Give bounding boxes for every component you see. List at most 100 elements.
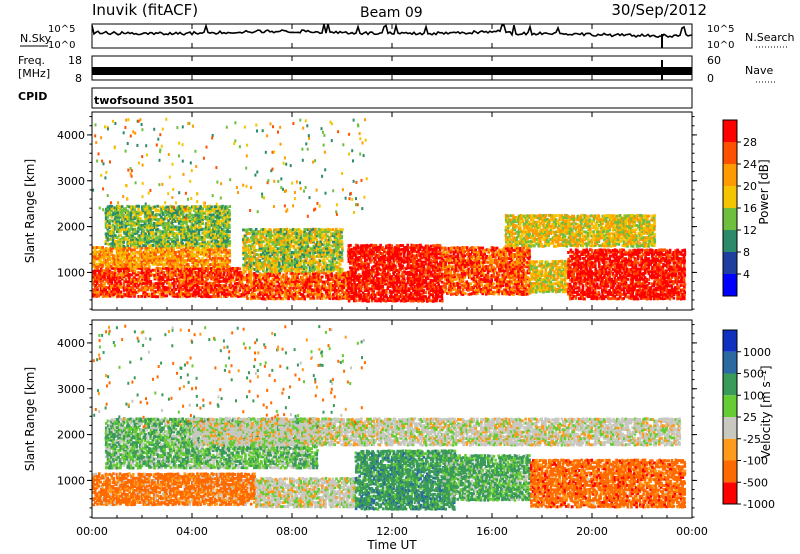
cpid-value: twofsound 3501 xyxy=(94,94,194,107)
power-cell xyxy=(119,234,122,237)
power-cell xyxy=(117,238,120,241)
power-cell xyxy=(296,291,299,294)
power-cell xyxy=(285,284,288,287)
power-cell xyxy=(220,295,223,298)
power-cell xyxy=(394,264,397,267)
power-cell xyxy=(341,289,344,292)
power-cell xyxy=(140,224,143,227)
power-cell xyxy=(174,226,177,229)
power-cell xyxy=(408,287,411,290)
power-cell xyxy=(347,277,350,280)
power-cell xyxy=(116,224,119,227)
power-cell xyxy=(139,217,142,220)
noise-right-label: N.Search xyxy=(745,31,795,44)
power-cell xyxy=(390,293,393,296)
power-cell xyxy=(239,268,242,271)
power-cell xyxy=(108,226,111,229)
power-cell xyxy=(137,205,140,208)
power-cell xyxy=(305,266,308,269)
power-cell xyxy=(367,287,370,290)
power-cell xyxy=(287,233,290,236)
power-cell xyxy=(260,243,263,246)
power-cell xyxy=(214,254,217,257)
power-cell xyxy=(178,270,181,273)
power-cell xyxy=(166,294,169,297)
power-cell xyxy=(391,244,394,247)
power-cell xyxy=(198,257,201,260)
power-cell xyxy=(240,280,243,283)
power-cell xyxy=(148,266,151,269)
power-cell xyxy=(246,295,249,298)
power-cell xyxy=(110,271,113,274)
power-cell xyxy=(160,216,163,219)
power-cell xyxy=(312,239,315,242)
power-cell xyxy=(208,241,211,244)
power-cell xyxy=(203,239,206,242)
power-cell xyxy=(206,274,209,277)
freq-trace xyxy=(92,67,692,75)
power-cell xyxy=(305,232,308,235)
power-cell xyxy=(332,293,335,296)
power-cell xyxy=(355,299,358,302)
power-cell xyxy=(269,229,272,232)
power-cell xyxy=(228,212,231,215)
power-cell xyxy=(155,237,158,240)
power-cell xyxy=(190,253,193,256)
power-cell xyxy=(255,274,258,277)
power-cell xyxy=(291,291,294,294)
power-cell xyxy=(206,216,209,219)
power-cell xyxy=(250,270,253,273)
power-cell xyxy=(110,220,113,223)
power-cell xyxy=(314,228,317,231)
power-cell xyxy=(152,244,155,247)
power-cell xyxy=(344,272,347,275)
power-cell xyxy=(119,283,122,286)
power-cell xyxy=(269,255,272,258)
nave-tick-bottom: 0 xyxy=(707,72,714,85)
cpid-label: CPID xyxy=(18,90,47,103)
power-cell xyxy=(365,293,368,296)
power-cell xyxy=(201,222,204,225)
power-cell xyxy=(228,209,231,212)
power-cell xyxy=(140,238,143,241)
nave-label: Nave xyxy=(745,64,773,77)
power-cell xyxy=(156,205,159,208)
power-cell xyxy=(151,295,154,298)
power-cell xyxy=(117,261,120,264)
power-cell xyxy=(406,247,409,250)
power-cell xyxy=(253,245,256,248)
station-title: Inuvik (fitACF) xyxy=(92,1,198,19)
power-cell xyxy=(194,263,197,266)
power-cell xyxy=(290,245,293,248)
power-cell xyxy=(349,244,352,247)
power-cell xyxy=(312,296,315,299)
freq-label-line1: Freq. xyxy=(18,54,45,67)
power-cell xyxy=(251,267,254,270)
power-cell xyxy=(319,248,322,251)
noise-left-label: N.Sky xyxy=(20,32,52,45)
power-cell xyxy=(242,229,245,232)
power-cell xyxy=(406,244,409,247)
noise-tick-bottom-right: 10^0 xyxy=(707,40,734,51)
power-cell xyxy=(319,263,322,266)
power-cell xyxy=(413,249,416,252)
power-cell xyxy=(328,243,331,246)
power-cell xyxy=(341,240,344,243)
power-cell xyxy=(139,280,142,283)
power-cell xyxy=(273,253,276,256)
power-cell xyxy=(321,276,324,279)
power-cell xyxy=(341,259,344,262)
power-cell xyxy=(198,249,201,252)
power-cell xyxy=(296,232,299,235)
power-cell xyxy=(226,257,229,260)
power-cell xyxy=(325,286,328,289)
power-cell xyxy=(388,273,391,276)
power-cell xyxy=(162,285,165,288)
freq-tick-bottom: 8 xyxy=(75,72,82,85)
power-cell xyxy=(341,249,344,252)
power-cell xyxy=(321,297,324,300)
freq-label-line2: [MHz] xyxy=(18,67,50,80)
power-cell xyxy=(305,258,308,261)
power-cell xyxy=(160,261,163,264)
